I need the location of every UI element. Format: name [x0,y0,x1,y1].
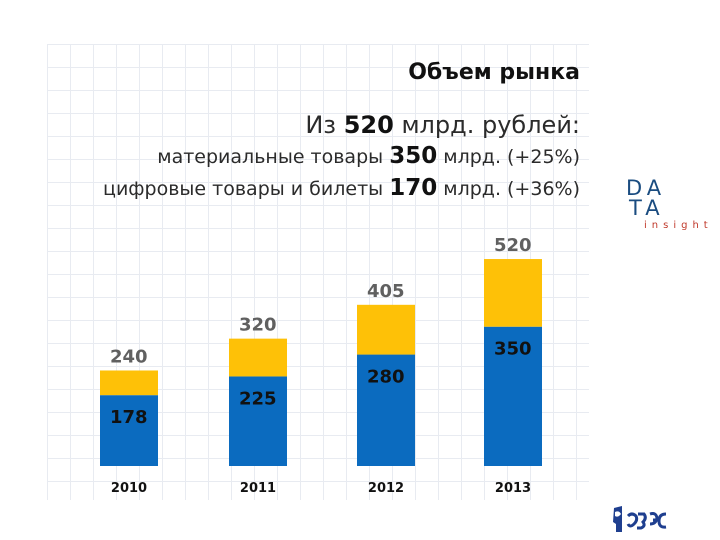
x-tick-2011: 2011 [240,481,276,496]
logo-subtitle: insight [644,220,713,231]
bar-digital-2013 [484,259,542,327]
bar-material-2011 [229,376,287,466]
summary-material-value: 350 [389,143,438,169]
bar-digital-2012 [357,304,415,355]
summary-total-value: 520 [343,111,394,139]
label-total-2012: 405 [367,281,405,302]
bar-digital-2010 [100,370,158,396]
label-material-2012: 280 [367,367,405,388]
x-tick-2013: 2013 [495,481,531,496]
bar-material-2010 [100,395,158,466]
summary-digital-value: 170 [389,175,438,201]
summary-material-prefix: материальные товары [157,146,384,168]
summary-digital-suffix: млрд. (+36%) [443,178,580,200]
summary-digital-line: цифровые товары и билеты 170 млрд. (+36%… [103,173,580,205]
label-total-2013: 520 [494,235,532,256]
label-material-2011: 225 [239,388,277,409]
bar-material-2013 [484,326,542,466]
bar-digital-2011 [229,338,287,377]
page-title: Объем рынка [408,60,580,85]
summary-digital-prefix: цифровые товары и билеты [103,178,384,200]
summary-total-line: Из 520 млрд. рублей: [103,110,580,141]
logo-row-2: TA [629,196,665,220]
data-insight-logo: DA TA insight [626,176,708,232]
label-material-2013: 350 [494,339,532,360]
logo-row-1: DA [626,176,667,200]
university-emblem-icon [613,506,667,532]
x-tick-2010: 2010 [111,481,147,496]
label-material-2010: 178 [110,407,148,428]
summary-total-prefix: Из [305,111,337,139]
bar-material-2012 [357,354,415,466]
x-tick-2012: 2012 [368,481,404,496]
label-total-2010: 240 [110,346,148,367]
label-total-2011: 320 [239,315,277,336]
market-summary: Из 520 млрд. рублей: материальные товары… [103,110,580,205]
summary-material-suffix: млрд. (+25%) [443,146,580,168]
summary-material-line: материальные товары 350 млрд. (+25%) [103,141,580,173]
summary-total-suffix: млрд. рублей: [401,111,580,139]
